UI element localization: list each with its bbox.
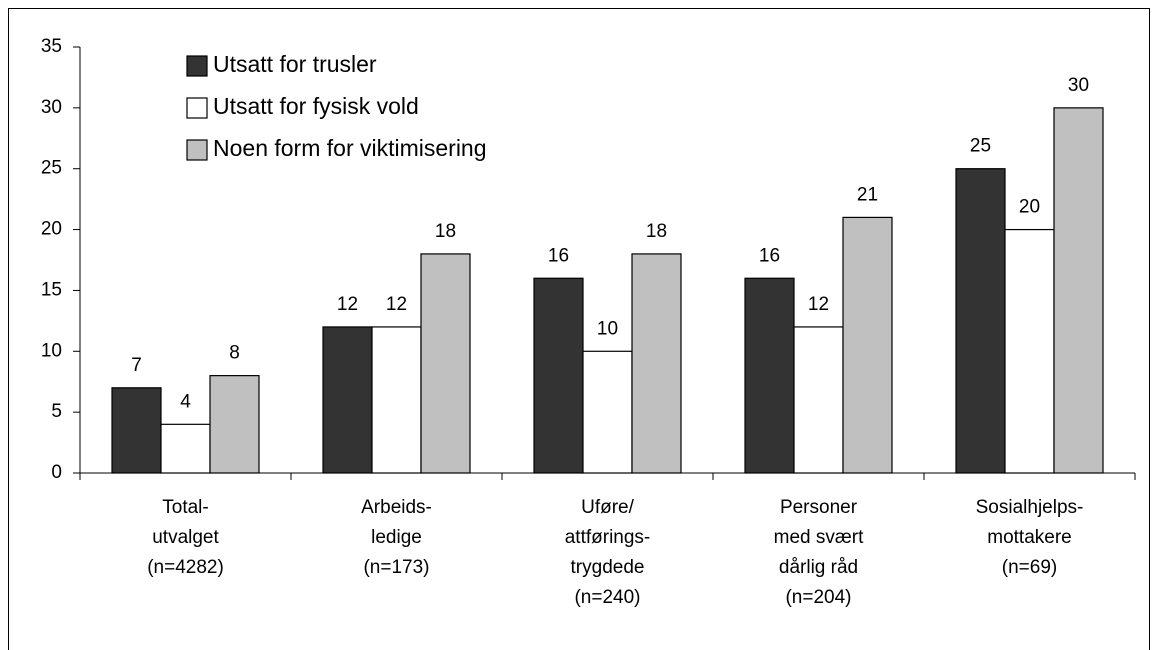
bar bbox=[582, 350, 633, 474]
bar bbox=[322, 326, 373, 474]
bar bbox=[209, 375, 260, 474]
y-tick-label: 0 bbox=[51, 462, 62, 483]
x-tick-label: (n=4282) bbox=[147, 557, 224, 578]
bar bbox=[533, 277, 584, 474]
y-tick-label: 5 bbox=[51, 401, 62, 422]
x-tick-label: mottakere bbox=[987, 527, 1071, 548]
y-tick-label: 20 bbox=[41, 219, 62, 240]
x-tick-label: Sosialhjelps- bbox=[976, 497, 1084, 518]
y-tick-label: 35 bbox=[41, 36, 62, 57]
value-label: 21 bbox=[857, 184, 878, 205]
bar bbox=[631, 253, 682, 474]
legend-swatch bbox=[186, 97, 208, 119]
x-tick-label: Uføre/ bbox=[581, 497, 635, 518]
value-label: 4 bbox=[180, 391, 191, 412]
x-tick-label: Personer bbox=[780, 497, 858, 518]
bar bbox=[371, 326, 422, 474]
legend-label: Noen form for viktimisering bbox=[213, 135, 487, 161]
y-tick-label: 15 bbox=[41, 279, 62, 300]
bar bbox=[1004, 228, 1055, 474]
bar bbox=[111, 387, 162, 474]
value-label: 12 bbox=[337, 294, 358, 315]
value-label: 20 bbox=[1019, 197, 1040, 218]
bar bbox=[1053, 107, 1104, 474]
value-label: 16 bbox=[759, 245, 780, 266]
value-label: 8 bbox=[229, 343, 240, 364]
value-label: 16 bbox=[548, 245, 569, 266]
legend-swatch bbox=[186, 139, 208, 161]
value-label: 30 bbox=[1068, 75, 1089, 96]
bar bbox=[793, 326, 844, 474]
value-label: 25 bbox=[970, 136, 991, 157]
bar bbox=[744, 277, 795, 474]
x-tick-label: utvalget bbox=[152, 527, 219, 548]
bar bbox=[160, 423, 211, 474]
x-tick-label: Arbeids- bbox=[361, 497, 432, 518]
bar bbox=[420, 253, 471, 474]
x-tick-label: trygdede bbox=[571, 557, 645, 578]
value-label: 18 bbox=[646, 221, 667, 242]
legend-label: Utsatt for fysisk vold bbox=[213, 93, 419, 119]
value-label: 12 bbox=[808, 294, 829, 315]
value-label: 18 bbox=[435, 221, 456, 242]
value-label: 12 bbox=[386, 294, 407, 315]
x-tick-label: dårlig råd bbox=[779, 557, 858, 578]
legend-swatch bbox=[186, 55, 208, 77]
bar bbox=[842, 216, 893, 474]
y-tick-label: 10 bbox=[41, 340, 62, 361]
value-label: 10 bbox=[597, 318, 618, 339]
x-tick-label: (n=69) bbox=[1002, 557, 1057, 578]
value-label: 7 bbox=[131, 355, 142, 376]
y-tick-label: 25 bbox=[41, 158, 62, 179]
x-tick-label: med svært bbox=[774, 527, 864, 548]
y-tick-label: 30 bbox=[41, 97, 62, 118]
x-tick-label: (n=173) bbox=[363, 557, 429, 578]
x-tick-label: (n=204) bbox=[785, 587, 851, 608]
bar bbox=[955, 168, 1006, 474]
x-tick-label: ledige bbox=[371, 527, 422, 548]
x-tick-label: (n=240) bbox=[574, 587, 640, 608]
legend-label: Utsatt for trusler bbox=[213, 51, 377, 77]
x-tick-label: Total- bbox=[162, 497, 208, 518]
x-tick-label: attførings- bbox=[565, 527, 651, 548]
